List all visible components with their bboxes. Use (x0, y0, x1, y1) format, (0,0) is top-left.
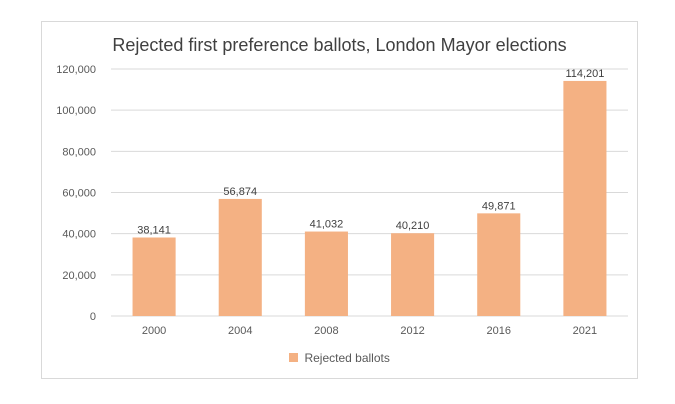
data-label: 40,210 (396, 220, 430, 232)
y-tick-label: 80,000 (62, 146, 96, 158)
bar (391, 233, 435, 316)
bar (304, 231, 348, 316)
legend: Rejected ballots (42, 350, 637, 365)
data-label: 49,871 (482, 200, 516, 212)
bar (563, 80, 607, 316)
x-tick-label: 2016 (487, 325, 511, 337)
bar-chart-plot: 0 20,000 40,000 60,000 80,000 100,000 120,000 3… (56, 64, 628, 337)
y-tick-label: 100,000 (56, 105, 96, 117)
y-tick-label: 0 (90, 311, 96, 323)
y-tick-label: 60,000 (62, 188, 96, 200)
y-tick-label: 120,000 (56, 64, 96, 76)
bar (477, 213, 521, 316)
data-label: 56,874 (223, 186, 257, 198)
y-tick-label: 20,000 (62, 270, 96, 282)
data-label: 41,032 (310, 219, 344, 231)
x-tick-label: 2000 (142, 325, 166, 337)
legend-label: Rejected ballots (304, 350, 390, 365)
y-tick-label: 40,000 (62, 229, 96, 241)
data-label: 38,141 (137, 224, 171, 236)
x-tick-label: 2004 (228, 325, 252, 337)
bar (218, 198, 262, 316)
x-tick-label: 2012 (400, 325, 424, 337)
legend-swatch (289, 353, 299, 363)
x-tick-label: 2021 (573, 325, 597, 337)
chart-frame: Rejected first preference ballots, Londo… (41, 21, 638, 379)
bar (132, 237, 176, 316)
chart-title: Rejected first preference ballots, Londo… (112, 35, 567, 55)
x-tick-label: 2008 (314, 325, 338, 337)
data-label: 114,201 (565, 68, 604, 80)
